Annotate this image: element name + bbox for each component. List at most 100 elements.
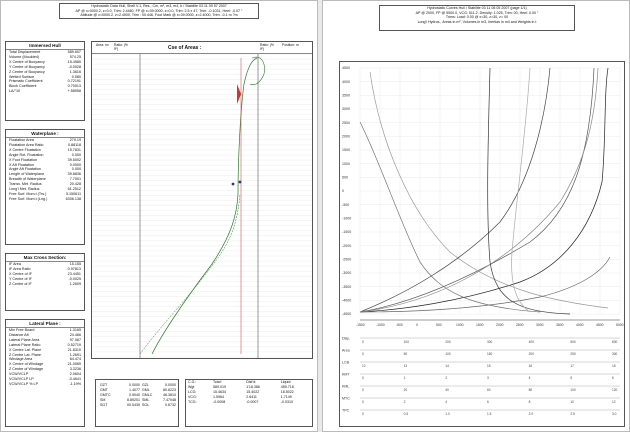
secondary-axis-tick: 18: [612, 364, 616, 368]
property-label: Wetted Surface: [9, 74, 35, 79]
waterplane-panel: Waterplane : Floatation Area 270.19 Floata…: [5, 129, 85, 245]
property-value: 20.428: [69, 182, 81, 187]
property-value: 39.5002: [67, 157, 81, 162]
table-cell: 15.4022: [246, 390, 260, 394]
property-label: X Centre Floatation: [9, 147, 41, 152]
property-label: Lateral Plane Area: [9, 337, 40, 342]
secondary-axis-tick: 14: [445, 364, 449, 368]
property-label: X Centre of IF: [9, 271, 32, 276]
property-value: 21.0069: [67, 362, 81, 367]
property-label: Prismatic Coefficient: [9, 79, 43, 84]
property-row: Lateral Plane Area 97.087: [6, 338, 84, 343]
property-value: 2.0604: [69, 372, 81, 377]
stability-cell: SGT: [100, 403, 108, 407]
secondary-axis-tick: 15: [487, 364, 491, 368]
secondary-axis-tick: 10: [570, 400, 574, 404]
table-row: Wgt 589.019 1'18.386 459.718: [186, 385, 312, 390]
property-value: 1.3165: [69, 328, 81, 332]
secondary-axis-tick: 2.5: [570, 412, 575, 416]
secondary-axis-tick: 60: [487, 388, 491, 392]
y-tick-label: 3500: [342, 94, 350, 98]
secondary-axis-tick: 13: [404, 364, 408, 368]
property-row: Distance Aft 24.466: [6, 333, 84, 338]
property-value: -0.0028: [68, 64, 81, 69]
table-header-cell: Total:: [213, 380, 222, 384]
curves-grid: [359, 67, 621, 315]
centre-of-buoyancy-marker: [231, 182, 235, 186]
table-cell: -0.0310: [280, 400, 293, 404]
property-row: Floatation Area 270.19: [6, 138, 84, 143]
secondary-axis-tick: 8: [529, 400, 531, 404]
secondary-axis-label: KMT: [342, 373, 350, 377]
stability-rows: GZT 0.0000 GZL 0.0000 GMT 1.4077 GML 80.6223 GMT…: [96, 380, 178, 411]
property-label: Total Displacement: [9, 50, 41, 54]
property-row: Z Centre of Windage 3.3236: [6, 367, 84, 372]
curve-of-areas-header: Area: m² Ratio: (% IF) Cse of Areas : Ra…: [92, 42, 312, 54]
property-row: LA/°10 +.58958: [6, 89, 84, 94]
secondary-axis-tick: 0: [362, 412, 364, 416]
y-tick-label: 500: [342, 176, 348, 180]
property-value: -1.19%: [69, 381, 81, 386]
stability-cell: 80.6223: [163, 388, 176, 392]
property-label: Breadth of Waterplane: [9, 177, 46, 182]
x-tick-label: 500: [436, 323, 442, 327]
table-cell: LCG:: [188, 390, 197, 394]
secondary-axis-tick: 12: [362, 364, 366, 368]
table-cell: TCG:: [188, 400, 197, 404]
property-row: X Centre of IF 23.4451: [6, 272, 84, 277]
position-col-heading: Position: m: [282, 43, 299, 47]
property-value: 1.3616: [69, 69, 81, 74]
secondary-axis-tick: 0: [362, 376, 364, 380]
property-label: X Centre of Buoyancy: [9, 59, 45, 64]
secondary-axis-tick: 3.0: [612, 412, 617, 416]
property-row: X Aft Floatation 0.0000: [6, 163, 84, 168]
header-line-3: Attitude @ x=0000.2, z=2.4000, Trim : 00…: [80, 13, 238, 18]
stability-cell: SM: [100, 398, 106, 402]
y-tick-label: 1000: [342, 162, 350, 166]
property-label: Floatation Area Ratio: [9, 142, 44, 147]
max-section-flag: [237, 84, 241, 104]
stability-cell: 7.47048: [163, 398, 176, 402]
x-tick-label: 1000: [456, 323, 464, 327]
table-cell: -0.0007: [246, 400, 259, 404]
property-label: Length of Waterplane: [9, 172, 45, 177]
property-row: Z Centre of Buoyancy 1.3616: [6, 70, 84, 75]
property-label: Windage Area: [9, 357, 33, 362]
max-cross-section-rows: IF Area 15.155 IF Area Ratio 0.97813 X Centr…: [6, 262, 84, 287]
stability-cell: 8.89201: [127, 398, 140, 402]
property-value: 7.7001: [69, 177, 81, 182]
stability-cell: SGL: [142, 403, 150, 407]
secondary-axis-tick: 17: [570, 364, 574, 368]
y-tick-label: -2500: [342, 258, 351, 262]
table-row: TCG: -0.0008 -0.0007 -0.0310: [186, 400, 312, 405]
secondary-axis-tick: 0: [362, 340, 364, 344]
property-value: 0.000: [71, 167, 81, 172]
area-curve-secondary: [139, 193, 241, 355]
property-value: 3.3236: [69, 367, 81, 372]
ratio-col-heading: Ratio: (% IF): [114, 43, 128, 51]
right-sheet-header: Hydrostatic Curves Hull / Stabilite 03 1…: [379, 5, 575, 31]
secondary-axis-tick: 200: [445, 340, 451, 344]
kml-curve: [359, 67, 551, 313]
property-value: -0.4641: [68, 377, 81, 382]
y-tick-label: -4500: [342, 312, 351, 316]
property-label: Z Centre of Buoyancy: [9, 69, 45, 74]
kmt-curve: [369, 71, 609, 309]
secondary-axis-tick: 200: [529, 352, 535, 356]
secondary-axis-tick: 6: [487, 400, 489, 404]
secondary-axis-label: TPC: [342, 409, 350, 413]
property-row: Wetted Surface 0.080: [6, 75, 84, 80]
x-tick-label: 3000: [536, 323, 544, 327]
property-value: 0.70013: [67, 84, 81, 89]
property-row: Angle Rot. Floatation 0.000: [6, 153, 84, 158]
property-row: Y Centre of IF -0.0025: [6, 277, 84, 282]
secondary-axis-tick: 300: [612, 352, 618, 356]
secondary-axis-label: LCB: [342, 361, 350, 365]
secondary-axis-label: Area: [342, 349, 350, 353]
secondary-axis-label: MTC: [342, 397, 350, 401]
centres-table: C.G.: Total: Dist'd: Liquid: Wgt 589.019 1'18…: [186, 380, 312, 405]
property-value: 15.7831: [67, 147, 81, 152]
secondary-axis-tick: 100: [570, 388, 576, 392]
immersed-hull-rows: Total Displacement 589.607 Volume (Moulded…: [6, 50, 84, 94]
secondary-axis-tick: 5: [570, 376, 572, 380]
